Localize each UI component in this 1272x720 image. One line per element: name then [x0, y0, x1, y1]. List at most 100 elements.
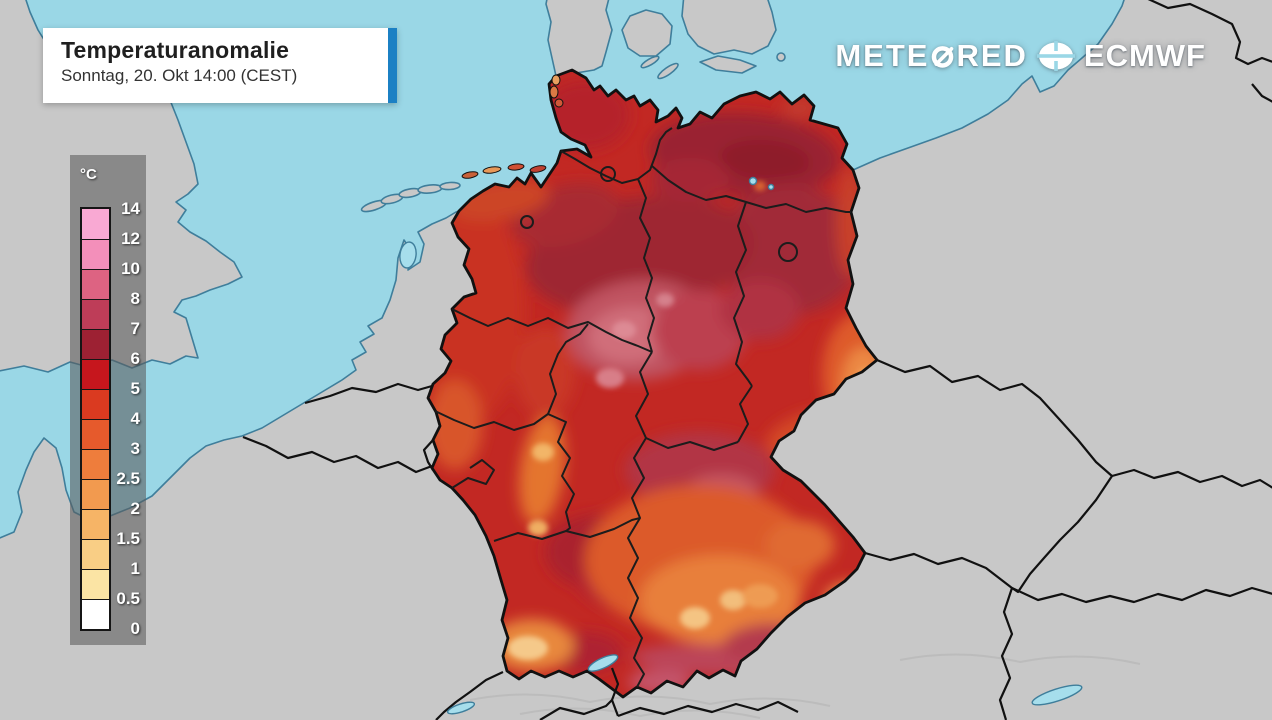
legend-cell: [82, 269, 109, 299]
legend-cell: [82, 449, 109, 479]
border-ch-at: [610, 667, 620, 717]
legend-cell: [82, 389, 109, 419]
legend-cell: [82, 509, 109, 539]
legend-cell-column: [80, 207, 111, 631]
page-title: Temperaturanomalie: [61, 37, 290, 63]
wadden-island: [439, 181, 461, 191]
anomaly-blob: [754, 181, 766, 191]
frisian-island: [529, 165, 547, 173]
legend-boundary-label: 8: [130, 289, 140, 308]
island-funen: [621, 9, 673, 57]
frisian-island: [507, 163, 525, 171]
anomaly-layer: [428, 80, 877, 694]
anomaly-blob: [765, 520, 835, 570]
legend-cell: [82, 569, 109, 599]
frisian-island: [461, 171, 479, 179]
anomaly-blob: [508, 636, 548, 660]
border-ch-it: [539, 699, 613, 720]
legend-cell: [82, 539, 109, 569]
meteored-o-icon: [932, 46, 954, 68]
legend-cell: [82, 359, 109, 389]
island-zealand: [681, 0, 777, 55]
legend-boundary-label: 10: [121, 259, 140, 278]
border-fr-ch: [435, 671, 504, 720]
anomaly-blob: [680, 607, 710, 629]
lake-constance: [587, 654, 619, 672]
german-state-borders: [434, 127, 851, 688]
anomaly-blob: [518, 415, 566, 525]
lake-balaton: [1031, 684, 1083, 706]
title-box: Temperaturanomalie Sonntag, 20. Okt 14:0…: [43, 28, 397, 103]
legend-cell: [82, 299, 109, 329]
brand-text-prefix: METE: [835, 38, 930, 73]
border-sk-pl: [1111, 468, 1272, 489]
north-frisian-island: [554, 98, 564, 108]
legend-boundary-label: 4: [130, 409, 140, 428]
border-lux: [422, 439, 434, 471]
anomaly-blob: [532, 443, 554, 461]
anomaly-blob: [515, 327, 575, 417]
anomaly-blob: [428, 380, 483, 470]
north-frisian-island: [549, 85, 559, 99]
island-lolland: [699, 55, 757, 74]
brand-text-suffix: RED: [956, 38, 1028, 73]
border-nl-be: [304, 382, 433, 405]
page-subtitle: Sonntag, 20. Okt 14:00 (CEST): [61, 66, 298, 85]
legend-boundary-label: 1.5: [116, 529, 140, 548]
north-frisian-island: [551, 74, 561, 86]
anomaly-blob: [612, 321, 636, 339]
legend-boundary-label: 3: [130, 439, 140, 458]
meteored-logo: METE RED: [835, 38, 1028, 74]
german-islands: [461, 74, 564, 179]
legend-boundary-label: 2.5: [116, 469, 140, 488]
lakes: [399, 176, 1083, 715]
germany-outline: [426, 68, 879, 699]
legend-cell: [82, 599, 109, 629]
legend-boundary-label: 0.5: [116, 589, 140, 608]
border-at-hu: [998, 587, 1014, 720]
legend-cell: [82, 239, 109, 269]
border-kaliningrad: [1147, 0, 1272, 66]
legend-boundary-label: 2: [130, 499, 140, 518]
border-pl-lt: [1251, 83, 1272, 103]
border-cz-at: [864, 551, 1013, 589]
legend-unit: °C: [80, 166, 97, 183]
ecmwf-logo-text: ECMWF: [1083, 38, 1206, 73]
berlin-boundary: [778, 242, 798, 262]
border-sk-hu: [1011, 586, 1272, 604]
island-langeland: [657, 62, 679, 80]
legend-cell: [82, 479, 109, 509]
logo: METE RED ECMWF: [835, 38, 1206, 74]
legend-boundary-label: 7: [130, 319, 140, 338]
legend-boundary-label: 1: [130, 559, 140, 578]
anomaly-blob: [528, 520, 548, 536]
title-accent-bar: [388, 28, 397, 103]
hamburg-boundary: [600, 166, 616, 182]
legend-cell: [82, 209, 109, 239]
lake-ijsselmeer: [399, 241, 417, 269]
anomaly-blob: [742, 584, 778, 608]
legend-boundary-label: 0: [130, 619, 140, 638]
country-borders: [242, 0, 1272, 720]
lake-mueritz: [748, 176, 758, 186]
anomaly-blob: [720, 139, 810, 181]
germany-region: [426, 68, 879, 699]
border-cz-pl: [876, 358, 1113, 477]
legend-boundary-label: 5: [130, 379, 140, 398]
anomaly-blob: [720, 590, 746, 610]
frisian-island: [482, 166, 502, 174]
legend-boundary-label: 6: [130, 349, 140, 368]
anomaly-blob: [650, 158, 730, 202]
anomaly-blob: [596, 368, 624, 388]
legend-cell: [82, 419, 109, 449]
border-cz-sk: [1011, 475, 1113, 594]
island-aeroe: [640, 55, 660, 69]
anomaly-blob: [656, 293, 674, 307]
border-at-it: [617, 700, 799, 718]
legend-cell: [82, 329, 109, 359]
legend-label-column: 14 12 10 8 7 6 5 4 3 2.5 2 1.5 1 0.5 0: [70, 155, 146, 645]
anomaly-blob: [720, 280, 800, 340]
legend-boundary-label: 12: [121, 229, 140, 248]
